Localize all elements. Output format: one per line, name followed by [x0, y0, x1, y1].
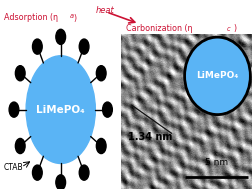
Circle shape: [79, 39, 89, 54]
Text: a: a: [70, 13, 74, 19]
Circle shape: [96, 66, 106, 81]
Circle shape: [56, 175, 65, 189]
Text: Carbonization (η: Carbonization (η: [126, 25, 192, 33]
Text: LiMePO₄: LiMePO₄: [36, 105, 85, 115]
Text: 5 nm: 5 nm: [204, 158, 227, 167]
Text: ): ): [232, 25, 235, 33]
Circle shape: [184, 37, 249, 115]
Circle shape: [15, 138, 25, 153]
Circle shape: [96, 139, 106, 154]
Circle shape: [9, 102, 19, 117]
Circle shape: [26, 56, 95, 163]
Circle shape: [15, 66, 25, 81]
Text: Adsorption (η: Adsorption (η: [4, 13, 57, 22]
Text: 1.34 nm: 1.34 nm: [128, 132, 172, 142]
Circle shape: [79, 165, 89, 180]
Text: LiMePO₄: LiMePO₄: [196, 71, 238, 80]
Text: CTAB: CTAB: [4, 163, 23, 172]
Circle shape: [32, 165, 42, 180]
Text: heat: heat: [96, 6, 114, 15]
Text: ): ): [73, 14, 76, 23]
Circle shape: [102, 102, 112, 117]
Text: c: c: [226, 26, 229, 32]
Circle shape: [56, 29, 65, 44]
Circle shape: [32, 39, 42, 54]
